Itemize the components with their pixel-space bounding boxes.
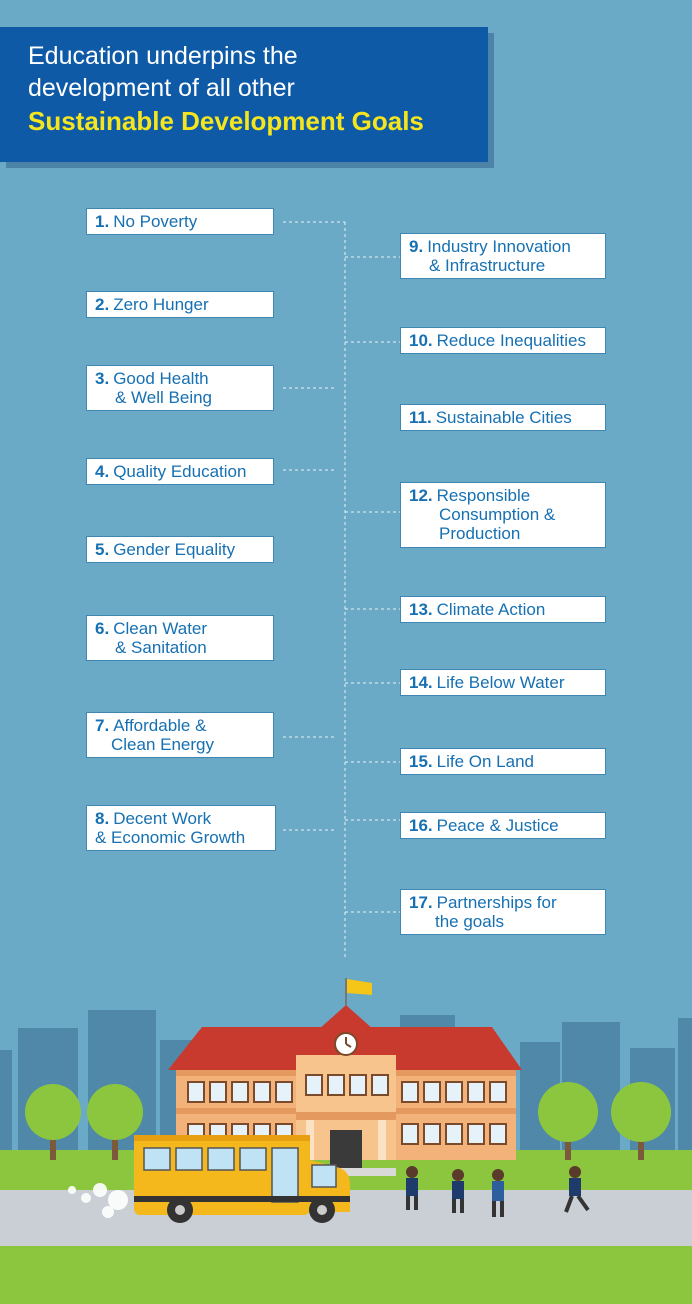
- goal-label-line-2: & Infrastructure: [429, 256, 546, 275]
- goal-number: 10.: [409, 331, 433, 350]
- goal-number: 6.: [95, 619, 110, 638]
- goal-label: Quality Education: [113, 462, 247, 481]
- goal-label-line-2: & Well Being: [115, 388, 213, 407]
- goal-label: Responsible: [436, 486, 531, 505]
- goal-number: 16.: [409, 816, 433, 835]
- goal-label: Industry Innovation: [427, 237, 571, 256]
- student-3: [492, 1169, 504, 1217]
- flag-icon: [347, 979, 372, 995]
- goal-number: 8.: [95, 809, 110, 828]
- goal-label: Life Below Water: [436, 673, 565, 692]
- title-banner: Education underpins the development of a…: [0, 27, 488, 162]
- goal-label-line-2: & Sanitation: [115, 638, 207, 657]
- goal-label: Clean Water: [113, 619, 208, 638]
- goal-number: 13.: [409, 600, 433, 619]
- goal-label-line-2: & Economic Growth: [95, 828, 246, 847]
- goal-label: No Poverty: [113, 212, 198, 231]
- goal-10-reduce-inequalities: 10. Reduce Inequalities: [400, 327, 606, 354]
- goal-7-affordable-energy: 7. Affordable & Clean Energy: [86, 712, 274, 758]
- goal-14-life-below-water: 14. Life Below Water: [400, 669, 606, 696]
- goal-3-good-health: 3. Good Health & Well Being: [86, 365, 274, 411]
- goal-number: 15.: [409, 752, 433, 771]
- goal-number: 11.: [409, 408, 432, 427]
- goal-4-quality-education: 4. Quality Education: [86, 458, 274, 485]
- goal-8-decent-work: 8. Decent Work & Economic Growth: [86, 805, 276, 851]
- student-1: [406, 1166, 418, 1210]
- goal-17-partnerships: 17. Partnerships for the goals: [400, 889, 606, 935]
- goal-label: Gender Equality: [113, 540, 236, 559]
- goal-number: 9.: [409, 237, 424, 256]
- title-highlight: Sustainable Development Goals: [28, 106, 424, 136]
- grass-front: [0, 1246, 692, 1304]
- student-2: [452, 1169, 464, 1213]
- goal-label-line-2: Clean Energy: [111, 735, 215, 754]
- goal-number: 14.: [409, 673, 433, 692]
- goal-number: 2.: [95, 295, 110, 314]
- title-line-1: Education underpins the: [28, 42, 298, 70]
- goal-number: 1.: [95, 212, 110, 231]
- goal-15-life-on-land: 15. Life On Land: [400, 748, 606, 775]
- school-bus: [68, 1135, 350, 1223]
- goal-label: Decent Work: [113, 809, 212, 828]
- goal-label: Peace & Justice: [436, 816, 559, 835]
- tree-right: [538, 1082, 671, 1160]
- title-line-2: development of all other: [28, 74, 295, 102]
- goal-label: Sustainable Cities: [435, 408, 572, 427]
- goal-label-line-2: Consumption &: [439, 505, 556, 524]
- goal-12-responsible-consumption: 12. Responsible Consumption & Production: [400, 482, 606, 548]
- goal-number: 5.: [95, 540, 110, 559]
- goal-label-line-3: Production: [439, 524, 521, 543]
- goal-label: Life On Land: [436, 752, 534, 771]
- goal-label: Reduce Inequalities: [436, 331, 586, 350]
- student-4: [564, 1166, 590, 1213]
- connector-lines: [283, 221, 400, 958]
- goal-number: 12.: [409, 486, 433, 505]
- goal-number: 17.: [409, 893, 433, 912]
- goal-number: 4.: [95, 462, 110, 481]
- goal-label: Climate Action: [436, 600, 546, 619]
- goal-6-clean-water: 6. Clean Water & Sanitation: [86, 615, 274, 661]
- tree-left: [25, 1084, 143, 1160]
- students: [406, 1166, 590, 1217]
- goal-label: Affordable &: [113, 716, 207, 735]
- goal-9-industry-innovation: 9. Industry Innovation & Infrastructure: [400, 233, 606, 279]
- goal-5-gender-equality: 5. Gender Equality: [86, 536, 274, 563]
- goal-11-sustainable-cities: 11. Sustainable Cities: [400, 404, 606, 431]
- goal-1-no-poverty: 1. No Poverty: [86, 208, 274, 235]
- goal-label: Partnerships for: [436, 893, 557, 912]
- goal-label-line-2: the goals: [435, 912, 504, 931]
- school-door: [330, 1130, 362, 1170]
- goal-label: Zero Hunger: [113, 295, 209, 314]
- goal-label: Good Health: [113, 369, 209, 388]
- goal-number: 7.: [95, 716, 110, 735]
- goal-2-zero-hunger: 2. Zero Hunger: [86, 291, 274, 318]
- goal-number: 3.: [95, 369, 110, 388]
- goal-16-peace-justice: 16. Peace & Justice: [400, 812, 606, 839]
- goal-13-climate-action: 13. Climate Action: [400, 596, 606, 623]
